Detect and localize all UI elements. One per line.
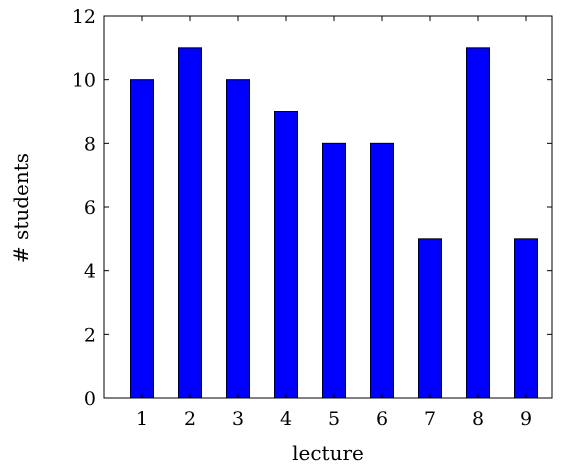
y-tick-label: 4 (84, 261, 96, 283)
y-tick-label: 6 (84, 197, 96, 219)
x-tick-label: 3 (232, 408, 244, 430)
x-tick-label: 5 (328, 408, 340, 430)
bar-lecture-1 (130, 79, 154, 399)
y-tick-label: 2 (84, 324, 96, 346)
x-tick-label: 6 (376, 408, 388, 430)
y-tick-label: 10 (72, 70, 96, 92)
ticks-group (104, 15, 552, 399)
y-tick-label: 12 (72, 6, 96, 28)
bar-lecture-6 (370, 142, 394, 399)
bars-group (130, 47, 538, 399)
y-tick-labels: 0 2 4 6 8 10 12 (72, 6, 96, 410)
bar-lecture-3 (226, 79, 250, 399)
x-tick-label: 8 (472, 408, 484, 430)
x-tick-labels: 1 2 3 4 5 6 7 8 9 (136, 408, 532, 430)
y-axis-label: # students (9, 153, 33, 263)
bar-lecture-4 (274, 111, 298, 399)
bar-lecture-7 (418, 238, 442, 399)
x-tick-label: 7 (424, 408, 436, 430)
y-tick-label: 0 (84, 388, 96, 410)
bar-lecture-5 (322, 142, 346, 399)
y-tick-label: 8 (84, 133, 96, 155)
bar-lecture-8 (466, 47, 490, 399)
x-tick-label: 4 (280, 408, 292, 430)
x-tick-label: 1 (136, 408, 148, 430)
bar-lecture-9 (514, 238, 538, 399)
x-tick-label: 9 (520, 408, 532, 430)
plot-frame (103, 15, 553, 399)
x-tick-label: 2 (184, 408, 196, 430)
x-axis-label: lecture (292, 441, 364, 464)
bar-lecture-2 (178, 47, 202, 399)
